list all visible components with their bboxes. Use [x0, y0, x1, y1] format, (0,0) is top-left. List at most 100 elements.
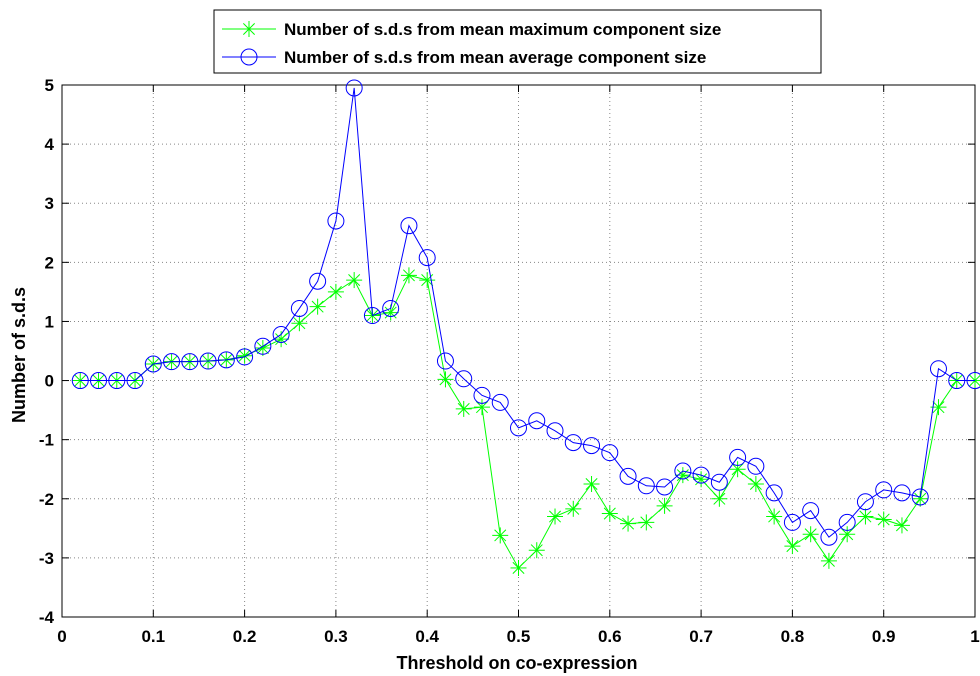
- data-point-max: [729, 461, 746, 478]
- data-point-max: [747, 476, 764, 492]
- y-tick-label: -3: [39, 549, 54, 568]
- data-point-avg: [309, 272, 327, 290]
- data-point-max: [820, 552, 837, 569]
- data-point-avg: [163, 353, 181, 371]
- data-point-max: [528, 542, 545, 559]
- data-point-avg: [217, 351, 235, 369]
- data-point-avg: [747, 457, 765, 475]
- x-tick-label: 1: [970, 627, 979, 646]
- y-tick-label: 4: [45, 135, 55, 154]
- data-point-avg: [583, 437, 601, 455]
- data-point-max: [784, 538, 801, 555]
- data-point-avg: [254, 337, 272, 355]
- data-point-max: [930, 399, 947, 416]
- data-point-max: [711, 490, 728, 507]
- x-tick-label: 0.7: [689, 627, 713, 646]
- y-tick-label: 2: [45, 253, 54, 272]
- legend-item-avg: Number of s.d.s from mean average compon…: [222, 48, 706, 67]
- grid-layer: [62, 85, 975, 617]
- x-tick-label: 0.4: [415, 627, 439, 646]
- y-axis-label: Number of s.d.s: [9, 287, 29, 423]
- data-point-max: [419, 272, 436, 289]
- data-point-max: [437, 371, 454, 388]
- data-point-avg: [619, 467, 637, 485]
- data-point-avg: [820, 528, 838, 546]
- data-point-avg: [290, 299, 308, 317]
- data-point-avg: [856, 493, 874, 511]
- y-tick-label: -4: [39, 608, 55, 627]
- data-point-avg: [893, 484, 911, 502]
- data-point-max: [455, 400, 472, 417]
- data-point-max: [693, 471, 710, 488]
- data-point-avg: [400, 217, 418, 235]
- data-point-avg: [473, 386, 491, 404]
- x-tick-label: 0.9: [872, 627, 896, 646]
- data-point-avg: [528, 412, 546, 430]
- data-point-max: [656, 497, 673, 514]
- legend-label-max: Number of s.d.s from mean maximum compon…: [284, 20, 721, 39]
- y-tick-label: 5: [45, 76, 54, 95]
- x-tick-label: 0.3: [324, 627, 348, 646]
- data-point-max: [857, 508, 874, 525]
- legend-item-max: Number of s.d.s from mean maximum compon…: [222, 20, 721, 39]
- y-tick-label: 3: [45, 194, 54, 213]
- y-tick-label: -2: [39, 490, 54, 509]
- data-point-max: [839, 526, 856, 543]
- data-point-max: [492, 527, 509, 544]
- asterisk-marker-icon: [241, 21, 257, 37]
- axes-layer: 0 0.1 0.2 0.3 0.4 0.5 0.6 0.7 0.8 0.9 1 -4 -3 -2 -1 0 1 2…: [39, 76, 980, 646]
- data-point-max: [601, 505, 618, 522]
- data-point-max: [802, 526, 819, 543]
- data-point-avg: [90, 372, 108, 390]
- data-point-avg: [929, 360, 947, 378]
- data-point-avg: [656, 478, 674, 496]
- data-point-max: [912, 490, 929, 507]
- data-point-avg: [108, 372, 126, 390]
- data-point-max: [473, 399, 490, 416]
- series-layer: [71, 79, 980, 576]
- data-point-avg: [564, 434, 582, 452]
- data-point-avg: [601, 444, 619, 462]
- data-point-avg: [838, 513, 856, 531]
- legend-asterisk-glyph: [241, 21, 257, 37]
- x-axis-label: Threshold on co-expression: [396, 653, 637, 673]
- data-point-avg: [948, 372, 966, 390]
- data-point-avg: [966, 372, 980, 390]
- data-point-avg: [345, 79, 363, 97]
- data-point-avg: [418, 249, 436, 267]
- data-point-avg: [546, 422, 564, 440]
- data-point-avg: [181, 353, 199, 371]
- data-point-max: [236, 347, 253, 364]
- data-point-max: [346, 272, 363, 289]
- data-point-avg: [729, 448, 747, 466]
- data-point-max: [638, 514, 655, 531]
- legend: Number of s.d.s from mean maximum compon…: [213, 9, 822, 74]
- data-point-avg: [272, 325, 290, 343]
- data-point-avg: [436, 352, 454, 370]
- data-point-avg: [126, 372, 144, 390]
- series-line-avg: [80, 87, 975, 538]
- data-point-avg: [455, 370, 473, 388]
- data-point-avg: [71, 372, 89, 390]
- data-point-max: [674, 467, 691, 484]
- data-point-avg: [911, 488, 929, 506]
- x-tick-label: 0: [57, 627, 66, 646]
- legend-label-avg: Number of s.d.s from mean average compon…: [284, 48, 706, 67]
- x-tick-label: 0.5: [507, 627, 531, 646]
- data-point-max: [291, 315, 308, 332]
- data-point-max: [766, 508, 783, 525]
- data-point-avg: [637, 477, 655, 495]
- data-point-max: [875, 511, 892, 528]
- data-point-max: [273, 331, 290, 348]
- x-tick-label: 0.2: [233, 627, 257, 646]
- x-tick-label: 0.1: [141, 627, 165, 646]
- data-point-avg: [382, 299, 400, 317]
- data-point-avg: [491, 393, 509, 411]
- data-point-avg: [802, 502, 820, 520]
- data-point-avg: [144, 355, 162, 373]
- data-point-avg: [674, 462, 692, 480]
- data-point-avg: [710, 473, 728, 491]
- data-point-max: [72, 372, 89, 389]
- data-point-avg: [692, 466, 710, 484]
